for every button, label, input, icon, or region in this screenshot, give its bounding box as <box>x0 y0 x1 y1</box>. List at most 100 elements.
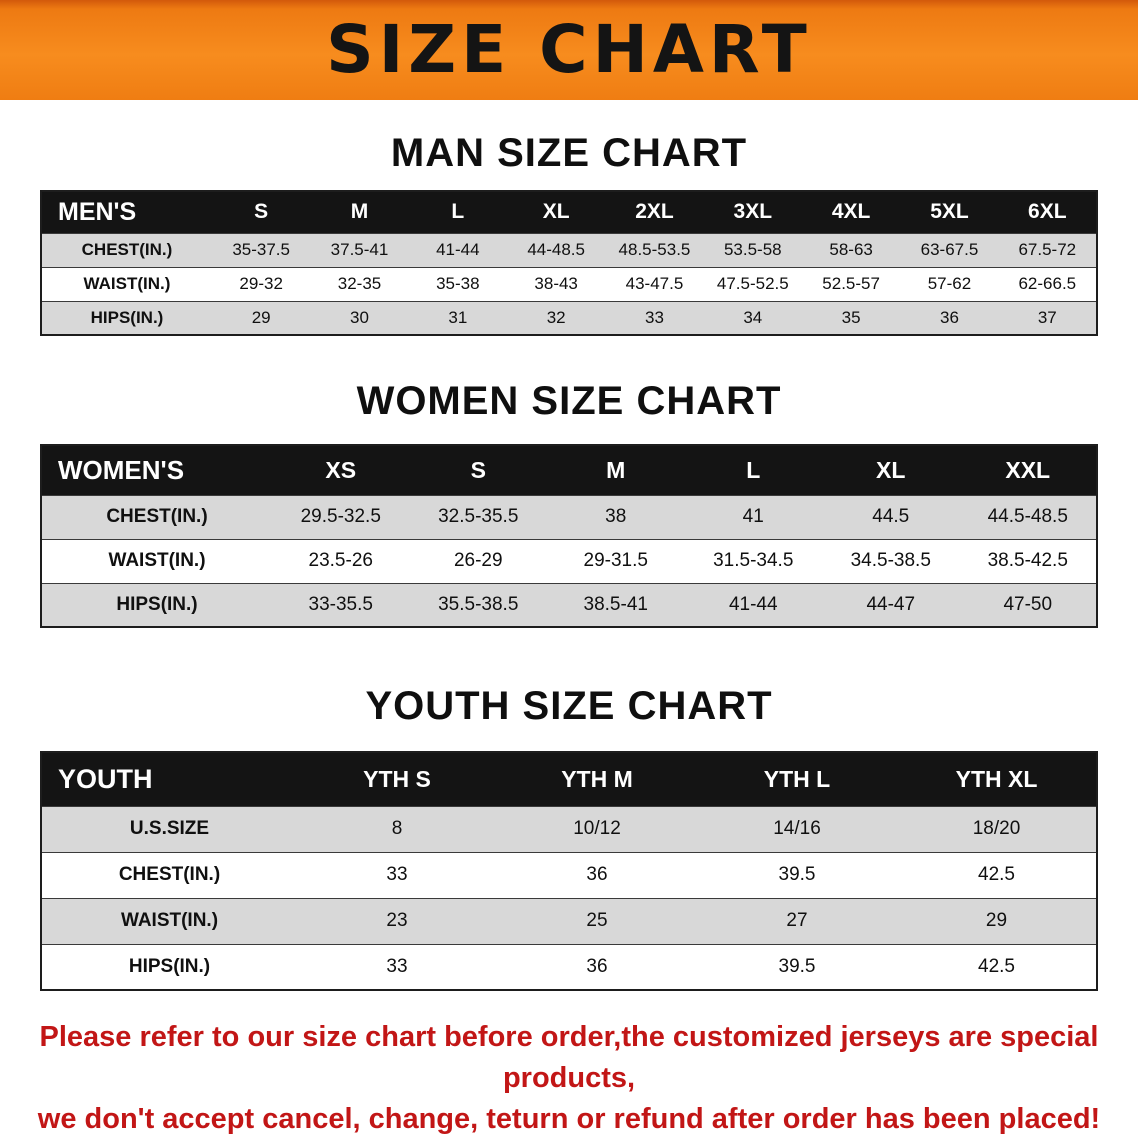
size-row: HIPS(IN.) 33 36 39.5 42.5 <box>41 944 1097 990</box>
size-value-cell: 39.5 <box>778 955 816 977</box>
size-value-cell: 35-37.5 <box>232 240 290 259</box>
table-title-cell: MEN'S <box>58 197 137 226</box>
size-value-cell: 29-32 <box>239 274 283 293</box>
youth-section-heading: YOUTH SIZE CHART <box>365 684 773 728</box>
size-value-cell: 42.5 <box>978 864 1015 885</box>
size-column-header: 2XL <box>635 200 674 224</box>
size-column-header: YTH M <box>561 765 633 792</box>
men-section-heading: MAN SIZE CHART <box>390 131 748 175</box>
size-row: CHEST(IN.) 35-37.5 37.5-41 41-44 44-48.5 48.5… <box>41 233 1097 267</box>
size-table-header-row: MEN'S S M L XL 2XL 3XL 4XL 5XL 6XL <box>41 191 1097 233</box>
row-label: WAIST(IN.) <box>83 274 171 293</box>
women-size-section: WOMEN SIZE CHART WOMEN'S XS S M L XL XXL CHEST(… <box>0 378 1138 628</box>
size-value-cell: 35-38 <box>436 274 480 293</box>
size-value-cell: 63-67.5 <box>920 240 979 259</box>
size-value-cell: 32.5-35.5 <box>438 506 519 527</box>
youth-size-table: YOUTH YTH S YTH M YTH L YTH XL U.S.SIZE 8 10/12… <box>40 751 1098 991</box>
size-value-cell: 14/16 <box>773 818 821 839</box>
size-value-cell: 38-43 <box>534 274 578 293</box>
men-size-table: MEN'S S M L XL 2XL 3XL 4XL 5XL 6XL CHEST(IN.) 35-37… <box>40 190 1098 336</box>
size-column-header: M <box>350 200 369 224</box>
size-value-cell: 32-35 <box>337 274 382 293</box>
women-size-table: WOMEN'S XS S M L XL XXL CHEST(IN.) 29.5-32.5 32.5… <box>40 444 1098 628</box>
row-label: HIPS(IN.) <box>128 955 211 977</box>
size-value-cell: 31 <box>448 307 468 327</box>
size-column-header: XXL <box>1005 456 1051 483</box>
size-value-cell: 38.5-42.5 <box>987 550 1068 571</box>
size-row: HIPS(IN.) 33-35.5 35.5-38.5 38.5-41 41-44 44-… <box>41 583 1097 627</box>
size-value-cell: 29.5-32.5 <box>300 506 381 527</box>
size-value-cell: 18/20 <box>972 818 1021 839</box>
size-value-cell: 31.5-34.5 <box>713 550 794 571</box>
size-value-cell: 36 <box>586 955 608 977</box>
size-value-cell: 44-47 <box>866 593 916 615</box>
size-row: WAIST(IN.) 23 25 27 29 <box>41 898 1097 944</box>
size-value-cell: 30 <box>350 307 369 327</box>
size-value-cell: 38.5-41 <box>583 593 648 615</box>
size-column-header: 6XL <box>1028 200 1067 224</box>
size-column-header: XL <box>542 200 570 224</box>
size-value-cell: 62-66.5 <box>1018 274 1077 293</box>
size-value-cell: 10/12 <box>573 818 621 839</box>
size-value-cell: 44.5 <box>872 506 910 527</box>
size-value-cell: 52.5-57 <box>822 274 880 293</box>
table-title-cell: WOMEN'S <box>58 454 185 485</box>
size-row: U.S.SIZE 8 10/12 14/16 18/20 <box>41 806 1097 852</box>
size-value-cell: 43-47.5 <box>625 274 684 293</box>
size-column-header: 3XL <box>733 200 773 224</box>
size-column-header: XL <box>876 456 906 483</box>
size-value-cell: 48.5-53.5 <box>618 240 691 259</box>
size-value-cell: 39.5 <box>778 864 816 885</box>
size-value-cell: 27 <box>786 910 808 931</box>
women-section-heading: WOMEN SIZE CHART <box>356 379 782 423</box>
size-value-cell: 26-29 <box>453 550 503 571</box>
size-column-header: 5XL <box>930 200 969 224</box>
size-value-cell: 53.5-58 <box>723 240 782 259</box>
size-row: CHEST(IN.) 29.5-32.5 32.5-35.5 38 41 44.5 44.5… <box>41 495 1097 539</box>
row-label: CHEST(IN.) <box>106 506 208 527</box>
size-value-cell: 37.5-41 <box>330 240 389 259</box>
size-value-cell: 32 <box>546 307 566 327</box>
size-value-cell: 33-35.5 <box>308 593 373 615</box>
size-value-cell: 33 <box>386 864 408 885</box>
size-value-cell: 23.5-26 <box>308 550 373 571</box>
row-label: CHEST(IN.) <box>81 240 173 259</box>
size-value-cell: 37 <box>1037 307 1057 327</box>
size-row: WAIST(IN.) 29-32 32-35 35-38 38-43 43-47.5 47.… <box>41 267 1097 301</box>
size-column-header: M <box>606 456 626 483</box>
size-value-cell: 29 <box>251 307 271 327</box>
size-row: HIPS(IN.) 29 30 31 32 33 34 35 36 37 <box>41 301 1097 335</box>
size-value-cell: 41-44 <box>436 240 480 259</box>
size-value-cell: 58-63 <box>829 240 873 259</box>
size-value-cell: 34 <box>743 307 763 327</box>
page-title: SIZE CHART <box>326 11 812 88</box>
row-label: CHEST(IN.) <box>118 864 221 885</box>
size-table-header-row: YOUTH YTH S YTH M YTH L YTH XL <box>41 752 1097 806</box>
youth-size-section: YOUTH SIZE CHART YOUTH YTH S YTH M YTH L YTH… <box>0 683 1138 991</box>
table-title-cell: YOUTH <box>58 763 153 794</box>
size-column-header: YTH S <box>363 765 431 792</box>
size-table-header-row: WOMEN'S XS S M L XL XXL <box>41 445 1097 495</box>
size-value-cell: 29 <box>985 910 1008 931</box>
size-value-cell: 8 <box>391 818 403 839</box>
size-value-cell: 33 <box>645 307 664 327</box>
size-value-cell: 67.5-72 <box>1018 240 1077 259</box>
size-row: WAIST(IN.) 23.5-26 26-29 29-31.5 31.5-34.5 34… <box>41 539 1097 583</box>
row-label: WAIST(IN.) <box>108 550 206 571</box>
disclaimer-notice: Please refer to our size chart before or… <box>0 1017 1138 1140</box>
size-value-cell: 41-44 <box>728 593 778 615</box>
size-column-header: 4XL <box>831 200 871 224</box>
size-row: CHEST(IN.) 33 36 39.5 42.5 <box>41 852 1097 898</box>
size-value-cell: 41 <box>742 506 764 527</box>
row-label: HIPS(IN.) <box>116 593 198 615</box>
size-column-header: YTH L <box>763 765 831 792</box>
size-value-cell: 33 <box>386 955 408 977</box>
size-value-cell: 23 <box>386 910 408 931</box>
size-column-header: S <box>254 200 269 224</box>
size-value-cell: 34.5-38.5 <box>850 550 931 571</box>
size-value-cell: 25 <box>586 910 608 931</box>
size-value-cell: 29-31.5 <box>583 550 648 571</box>
size-value-cell: 44-48.5 <box>527 240 585 259</box>
size-column-header: YTH XL <box>955 765 1038 792</box>
